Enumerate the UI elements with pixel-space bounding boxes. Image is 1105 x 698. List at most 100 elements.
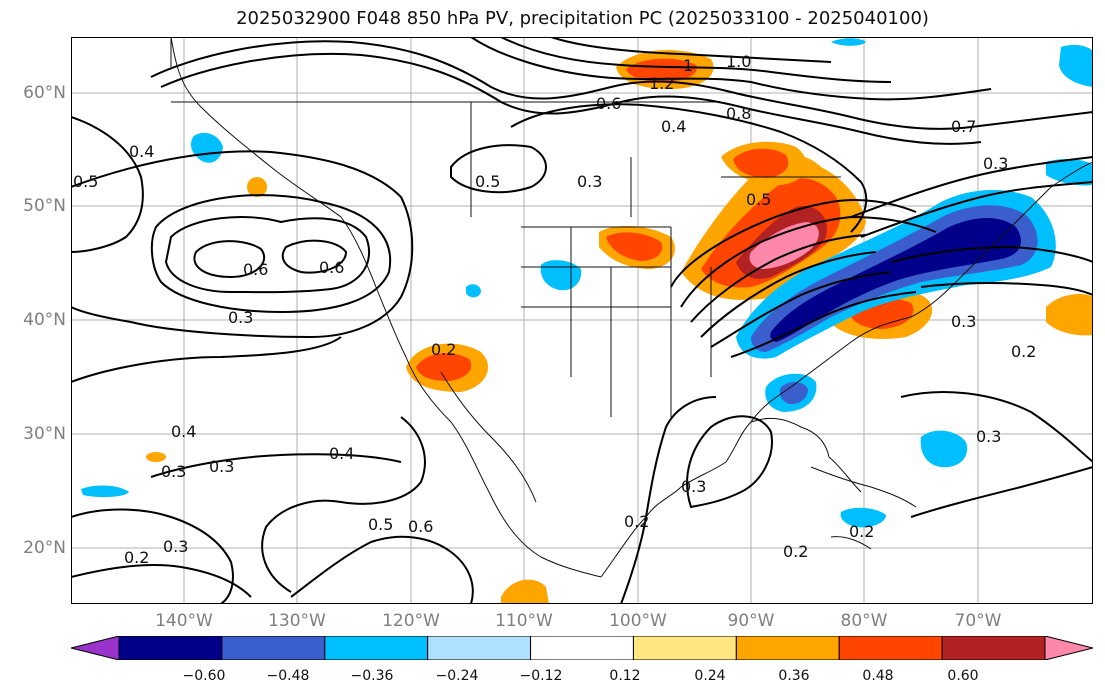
pv-contour [261, 416, 426, 593]
colorbar-segment [735, 635, 840, 661]
pv-contour [860, 181, 1094, 238]
contour-label: 0.3 [228, 308, 253, 327]
pv-contour [70, 336, 342, 383]
pv-contour [920, 281, 1094, 296]
lat-label-60n: 60°N [23, 83, 66, 103]
pv-contour [686, 415, 773, 509]
pv-contour [281, 239, 348, 274]
lon-label-100w: 100°W [609, 611, 667, 631]
contour-label: 0.7 [951, 117, 976, 136]
coastlines [170, 36, 1094, 578]
contour-label: 0.4 [329, 444, 354, 463]
map-panel: 0.4 0.5 0.6 0.6 0.3 0.5 0.3 0.2 0.8 1.0 … [70, 36, 1094, 605]
colorbar-tick: 0.36 [778, 668, 810, 684]
contour-label: 1 [683, 56, 693, 75]
pv-contour [450, 144, 547, 194]
contour-label: 0.3 [209, 457, 234, 476]
colorbar-segment [118, 635, 223, 661]
contour-label: 0.3 [161, 462, 186, 481]
lon-label-140w: 140°W [155, 611, 213, 631]
contour-label: 0.6 [596, 94, 621, 113]
pv-contour [620, 396, 717, 605]
lon-label-110w: 110°W [495, 611, 553, 631]
contour-label: 0.2 [124, 548, 149, 567]
contour-label: 0.5 [475, 172, 500, 191]
pv-contour [730, 291, 917, 358]
colorbar-tick: 0.60 [947, 668, 979, 684]
lon-label-130w: 130°W [268, 611, 326, 631]
colorbar-extension-low [70, 635, 120, 661]
pv-contour [910, 466, 1094, 518]
pv-contour [164, 216, 371, 294]
colorbar-tick: −0.48 [266, 668, 310, 684]
lat-label-20n: 20°N [23, 538, 66, 558]
contour-label: 0.6 [243, 260, 268, 279]
colorbar-tick: 0.24 [694, 668, 726, 684]
contour-label: 0.6 [319, 258, 344, 277]
pv-contour [193, 240, 266, 279]
pv-contour [670, 199, 917, 288]
colorbar-segment [427, 635, 532, 661]
pv-contour [900, 391, 1094, 463]
pv-contour [150, 194, 392, 314]
pv-contours [70, 36, 1094, 605]
colorbar-tick: 0.12 [609, 668, 641, 684]
contour-label: 1.0 [726, 52, 751, 71]
colorbar-segment [530, 635, 634, 661]
pv-contour [850, 156, 1094, 218]
contour-label: 0.4 [129, 142, 154, 161]
map-title: 2025032900 F048 850 hPa PV, precipitatio… [236, 8, 929, 29]
contour-label: 0.4 [171, 422, 196, 441]
contour-label: 0.2 [431, 340, 456, 359]
contour-label: 0.5 [368, 515, 393, 534]
colorbar-tick: −0.36 [350, 668, 394, 684]
colorbar-extension-high [1044, 635, 1094, 661]
lon-label-80w: 80°W [840, 611, 888, 631]
colorbar-segment [838, 635, 943, 661]
colorbar-segment [324, 635, 429, 661]
contour-label: 0.3 [577, 172, 602, 191]
pv-contour [550, 36, 832, 63]
contour-label: 1.2 [649, 74, 674, 93]
pv-contour [690, 234, 867, 323]
colorbar-segment [221, 635, 326, 661]
contour-label: 0.4 [661, 117, 686, 136]
pv-contour [500, 36, 892, 83]
map-frame [71, 37, 1093, 604]
pv-contour [890, 245, 1094, 263]
colorbar-tick: 0.48 [862, 668, 894, 684]
pv-contour [70, 150, 414, 339]
contour-label: 0.3 [951, 312, 976, 331]
pv-contour [510, 103, 868, 233]
pv-contour [150, 453, 402, 478]
contour-label: 0.2 [1011, 342, 1036, 361]
contour-label: 0.2 [849, 522, 874, 541]
pv-contour [290, 535, 474, 605]
colorbar-segment [632, 635, 737, 661]
contour-label: 0.2 [783, 542, 808, 561]
pv-contour [700, 251, 877, 338]
colorbar-tick: −0.60 [182, 668, 226, 684]
pv-contour [680, 215, 937, 308]
lat-label-50n: 50°N [23, 196, 66, 216]
colorbar [70, 635, 1094, 661]
pv-contour [70, 116, 144, 253]
precip-shading [81, 38, 1093, 604]
lat-label-40n: 40°N [23, 310, 66, 330]
colorbar-tick: −0.24 [435, 668, 479, 684]
contour-label: 0.2 [624, 512, 649, 531]
lat-label-30n: 30°N [23, 424, 66, 444]
lon-label-90w: 90°W [727, 611, 775, 631]
pv-contour [470, 36, 992, 101]
lon-label-70w: 70°W [954, 611, 1002, 631]
contour-label: 0.8 [726, 104, 751, 123]
contour-label: 0.3 [976, 427, 1001, 446]
contour-label: 0.5 [73, 172, 98, 191]
contour-label: 0.3 [681, 477, 706, 496]
contour-label: 0.3 [983, 154, 1008, 173]
pv-contour [710, 271, 892, 348]
contour-label: 0.5 [746, 190, 771, 209]
contour-label: 0.3 [163, 537, 188, 556]
contour-label: 0.6 [408, 517, 433, 536]
colorbar-tick: −0.12 [519, 668, 563, 684]
